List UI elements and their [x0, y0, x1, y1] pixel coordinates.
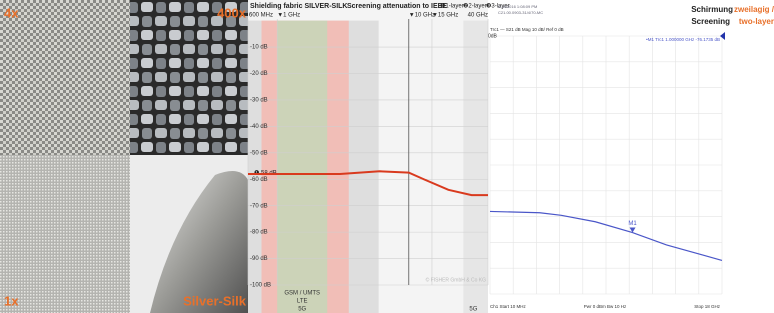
trace-label: Trc1 — S21 dB Mag 10 dB/ Ref 0 dB: [490, 27, 564, 32]
footer-text: Pwr 0 dBm Bw 10 Hz: [584, 304, 627, 309]
y-tick-label: -70 dB: [250, 203, 268, 209]
y-tick-label: -100 dB: [250, 283, 271, 289]
title-text: Schirmung: [691, 5, 733, 14]
x-tick-label: 40 GHz: [468, 13, 488, 19]
header-text: C21.00.0903-31/4/70-MC: [498, 10, 543, 15]
photos: 4x 400x 1x Silver-Silk: [0, 0, 248, 313]
title-highlight: two-layer: [739, 17, 774, 26]
photo-label: 1x: [4, 293, 19, 308]
chart-title: Shielding fabric SILVER-SILK: [250, 3, 348, 10]
x-tick-label: 600 MHz: [249, 13, 273, 19]
y-tick-label: -20 dB: [250, 71, 268, 77]
ref-label: 0dB: [488, 33, 498, 39]
band-label: LTE: [297, 299, 308, 305]
y-tick-label: -60 dB: [250, 177, 268, 183]
y-tick-label: -30 dB: [250, 97, 268, 103]
chart2-bg: [488, 0, 774, 313]
photo-label: Silver-Silk: [183, 293, 247, 308]
band-label: GSM / UMTS: [284, 291, 320, 297]
footer-text: Stop 18 GHz: [694, 304, 721, 309]
frequency-band: [277, 21, 327, 313]
header-text: 5/18/2016 1:08:09 PM: [498, 4, 537, 9]
y-tick-label: -50 dB: [250, 150, 268, 156]
y-tick-label: -90 dB: [250, 256, 268, 262]
title-text: Screening: [691, 17, 730, 26]
photo-400x: [130, 0, 248, 155]
photo-label: 400x: [217, 5, 247, 20]
marker-label: M1: [628, 221, 637, 227]
y-tick-label: -40 dB: [250, 124, 268, 130]
layer-label: ❷2-layer: [463, 3, 487, 10]
photo-4x: [0, 0, 130, 155]
x-tick-label: ▼15 GHz: [432, 13, 458, 19]
layer-label: ❶1-layer: [440, 3, 464, 10]
y-tick-label: -10 dB: [250, 45, 268, 51]
title-highlight: zweilagig /: [734, 5, 774, 14]
marker-readout: •M1 Trc1 1.000000 GHz -76.1735 dB: [646, 37, 720, 42]
chart-subtitle: Screening attenuation to IEEE: [347, 3, 447, 10]
frequency-band: [463, 21, 488, 313]
footer-text: Ch1 Start 10 MHz: [490, 304, 527, 309]
photo-label: 4x: [4, 5, 19, 20]
band-label: 5G: [298, 307, 306, 313]
y-tick-label: -80 dB: [250, 230, 268, 236]
x-tick-label: ▼1 GHz: [277, 13, 300, 19]
watermark: © FISHER GmbH & Co KG: [426, 276, 486, 283]
photo-1x: [0, 155, 130, 313]
band-label: 5G: [469, 307, 477, 313]
page: 4x 400x 1x Silver-Silk 5G LTE GSM / UMTS 5G…: [0, 0, 774, 313]
